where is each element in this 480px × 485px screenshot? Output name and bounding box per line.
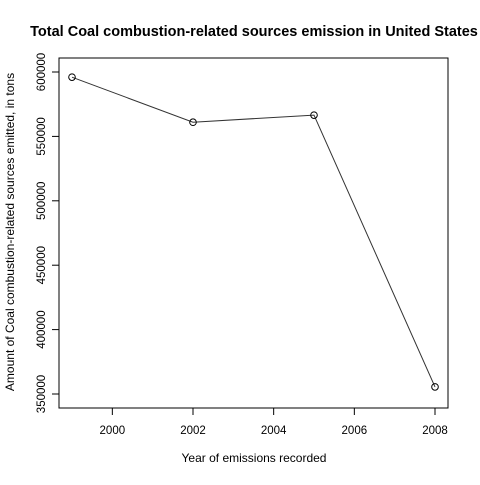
data-point — [431, 383, 439, 391]
y-tick-label: 450000 — [36, 246, 48, 284]
x-tick-label: 2006 — [342, 425, 368, 437]
x-tick-label: 2002 — [180, 425, 206, 437]
data-point — [189, 118, 197, 127]
x-tick-label: 2008 — [422, 425, 448, 437]
data-point — [310, 111, 318, 119]
y-tick-label: 350000 — [36, 375, 48, 413]
y-axis-label: Amount of Coal combustion-related source… — [3, 73, 17, 391]
x-tick-label: 2000 — [100, 425, 126, 437]
x-axis-label: Year of emissions recorded — [182, 451, 327, 465]
plot-frame — [58, 57, 449, 409]
y-tick-label: 400000 — [36, 310, 48, 348]
y-tick-label: 600000 — [36, 53, 48, 91]
y-axis: 350000 400000 450000 500000 550000 600000 — [36, 53, 59, 413]
x-axis: 2000 2002 2004 2006 2008 — [100, 408, 448, 437]
series-line — [71, 76, 436, 388]
y-tick-label: 500000 — [36, 182, 48, 220]
x-tick-label: 2004 — [261, 425, 287, 437]
y-tick-label: 550000 — [36, 117, 48, 155]
chart-title: Total Coal combustion-related sources em… — [30, 24, 478, 40]
data-point — [68, 73, 76, 81]
series-layer — [68, 73, 439, 391]
